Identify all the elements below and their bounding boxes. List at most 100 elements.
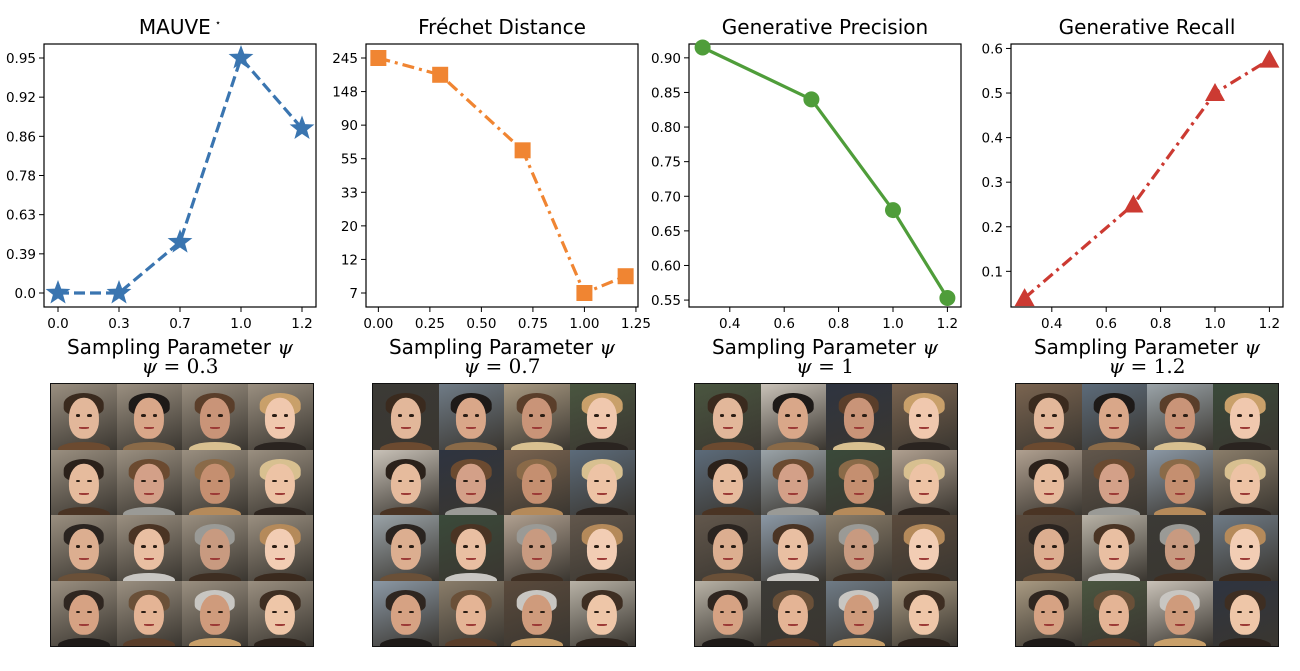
face-sample-image xyxy=(569,449,635,515)
face-sample-image xyxy=(1081,449,1147,515)
face-sample-image xyxy=(1081,515,1147,581)
series-line xyxy=(701,46,949,299)
y-tick-label: 0.2 xyxy=(982,220,1003,236)
face-sample-image xyxy=(1212,384,1278,450)
x-tick-label: 1.0 xyxy=(1204,316,1225,332)
face-sample-image xyxy=(182,449,248,515)
data-point xyxy=(514,142,531,159)
x-tick-label: 0.00 xyxy=(363,316,393,332)
face-sample-image xyxy=(116,384,182,450)
axes-frame xyxy=(688,43,962,308)
chart-title: MAUVE ⋆ xyxy=(139,15,221,39)
y-tick-label: 0.4 xyxy=(982,131,1003,147)
face-sample-image xyxy=(1212,580,1278,646)
chart-4: 0.1 0.2 0.3 0.4 0.5 0.6 0.4 0.6 0.8 1.0 1.2 Generat… xyxy=(982,15,1284,359)
face-sample-image xyxy=(826,384,892,450)
y-tick-label: 0.90 xyxy=(651,51,681,67)
psi-symbol: ψ xyxy=(463,354,480,378)
psi-value: = 0.3 xyxy=(157,354,219,378)
face-sample-image xyxy=(438,384,504,450)
face-sample-image xyxy=(438,515,504,581)
face-sample-image xyxy=(1016,580,1082,646)
psi-label-4: ψ = 1.2 xyxy=(997,354,1297,378)
psi-value: = 0.7 xyxy=(479,354,541,378)
axes-frame xyxy=(365,43,639,308)
y-tick-label: 0.39 xyxy=(6,247,36,263)
chart-3: 0.55 0.60 0.65 0.70 0.75 0.80 0.85 0.90 0.4 0.6 0.… xyxy=(651,15,962,359)
psi-symbol: ψ xyxy=(141,354,158,378)
face-sample-image xyxy=(51,580,117,646)
series-line xyxy=(1023,58,1271,300)
face-sample-image xyxy=(569,515,635,581)
face-sample-image xyxy=(569,384,635,450)
y-tick-label: 0.75 xyxy=(651,155,681,171)
face-sample-image xyxy=(826,580,892,646)
face-sample-image xyxy=(247,580,313,646)
y-tick-label: 20 xyxy=(341,219,358,235)
psi-symbol: ψ xyxy=(1108,354,1125,378)
data-point xyxy=(432,66,449,83)
data-point xyxy=(885,202,901,219)
face-sample-image xyxy=(504,384,570,450)
face-sample-image xyxy=(182,580,248,646)
face-sample-grid-4 xyxy=(1015,383,1279,647)
data-point xyxy=(617,268,634,285)
face-sample-image xyxy=(891,580,957,646)
face-sample-image xyxy=(373,515,439,581)
x-tick-label: 0.4 xyxy=(1041,316,1062,332)
face-sample-image xyxy=(116,580,182,646)
face-sample-image xyxy=(891,449,957,515)
axes-frame xyxy=(43,43,317,308)
y-tick-label: 0.0 xyxy=(15,286,36,302)
face-sample-grid-1 xyxy=(50,383,314,647)
face-sample-image xyxy=(51,384,117,450)
face-sample-image xyxy=(182,384,248,450)
face-sample-image xyxy=(891,515,957,581)
face-sample-image xyxy=(1016,384,1082,450)
x-axis-label: Sampling Parameter ψ xyxy=(67,335,293,359)
x-tick-label: 0.8 xyxy=(828,316,849,332)
data-point xyxy=(939,290,956,307)
x-axis-label: Sampling Parameter ψ xyxy=(389,335,615,359)
x-tick-label: 1.2 xyxy=(1259,316,1280,332)
x-tick-label: 0.75 xyxy=(518,316,548,332)
face-sample-image xyxy=(1016,449,1082,515)
y-tick-label: 0.1 xyxy=(982,264,1003,280)
y-tick-label: 90 xyxy=(341,118,358,134)
chart-title: Fréchet Distance xyxy=(418,15,586,39)
face-sample-image xyxy=(182,515,248,581)
data-point xyxy=(167,229,193,253)
psi-label-3: ψ = 1 xyxy=(675,354,975,378)
face-sample-image xyxy=(695,515,761,581)
face-sample-image xyxy=(504,449,570,515)
x-axis-label: Sampling Parameter ψ xyxy=(1034,335,1260,359)
face-sample-image xyxy=(504,580,570,646)
y-tick-label: 0.63 xyxy=(6,208,36,224)
y-tick-label: 0.85 xyxy=(651,85,681,101)
face-sample-image xyxy=(826,515,892,581)
x-tick-label: 0.3 xyxy=(108,316,129,332)
x-tick-label: 1.2 xyxy=(291,316,312,332)
data-point xyxy=(1123,194,1144,213)
face-sample-image xyxy=(1016,515,1082,581)
y-tick-label: 0.55 xyxy=(651,293,681,309)
face-sample-image xyxy=(373,449,439,515)
x-tick-label: 0.7 xyxy=(169,316,190,332)
y-tick-label: 0.78 xyxy=(6,169,36,185)
data-point xyxy=(803,91,820,108)
data-point xyxy=(576,285,593,301)
face-sample-image xyxy=(247,449,313,515)
face-sample-image xyxy=(1147,384,1213,450)
y-tick-label: 12 xyxy=(341,252,358,268)
x-tick-label: 1.25 xyxy=(621,316,651,332)
x-tick-label: 1.0 xyxy=(882,316,903,332)
face-sample-image xyxy=(760,449,826,515)
face-sample-image xyxy=(51,515,117,581)
face-sample-image xyxy=(373,580,439,646)
y-tick-label: 0.86 xyxy=(6,129,36,145)
title-marker: ⋆ xyxy=(215,18,221,29)
face-sample-image xyxy=(1212,449,1278,515)
face-sample-grid-2 xyxy=(372,383,636,647)
x-axis-symbol: ψ xyxy=(922,335,938,359)
x-axis-symbol: ψ xyxy=(1244,335,1260,359)
